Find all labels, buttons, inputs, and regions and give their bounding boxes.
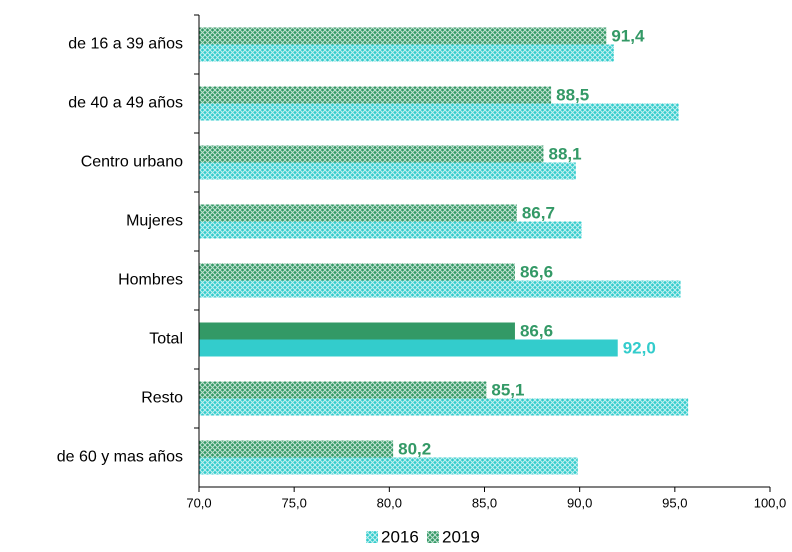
legend-label: 2016 — [381, 527, 419, 546]
bar — [199, 263, 515, 281]
y-tick-label: de 40 a 49 años — [68, 95, 183, 112]
x-tick-label: 85,0 — [472, 495, 497, 510]
bar — [199, 398, 689, 416]
bar — [199, 204, 517, 222]
y-tick-label: Hombres — [118, 272, 183, 289]
data-label: 86,6 — [520, 321, 553, 340]
x-tick-label: 70,0 — [186, 495, 211, 510]
y-tick-label: Mujeres — [126, 213, 183, 230]
x-tick-label: 90,0 — [567, 495, 592, 510]
legend-label: 2019 — [442, 527, 480, 546]
data-label: 91,4 — [611, 26, 645, 45]
bar — [199, 339, 618, 357]
x-tick-label: 100,0 — [754, 495, 787, 510]
data-label: 92,0 — [623, 338, 656, 357]
x-tick-label: 80,0 — [377, 495, 402, 510]
bar — [199, 322, 515, 340]
y-tick-label: de 16 a 39 años — [68, 36, 183, 53]
data-label: 88,5 — [556, 85, 589, 104]
bar — [199, 145, 544, 163]
bar — [199, 440, 394, 458]
data-label: 85,1 — [491, 380, 524, 399]
x-tick-label: 95,0 — [662, 495, 687, 510]
bar — [199, 221, 582, 239]
y-tick-label: de 60 y mas años — [57, 449, 183, 466]
bar — [199, 162, 576, 180]
legend-swatch — [366, 531, 378, 543]
y-tick-label: Total — [149, 331, 183, 348]
data-label: 86,7 — [522, 203, 555, 222]
data-label: 80,2 — [398, 439, 431, 458]
x-tick-label: 75,0 — [282, 495, 307, 510]
legend-swatch — [427, 531, 439, 543]
data-label: 88,1 — [549, 144, 582, 163]
y-tick-label: Resto — [141, 390, 183, 407]
bar — [199, 457, 578, 475]
bar — [199, 381, 487, 399]
bar — [199, 27, 607, 45]
bar — [199, 103, 679, 121]
data-label: 86,6 — [520, 262, 553, 281]
bar — [199, 86, 552, 104]
bar — [199, 44, 614, 62]
bar — [199, 280, 681, 298]
y-tick-label: Centro urbano — [81, 154, 183, 171]
